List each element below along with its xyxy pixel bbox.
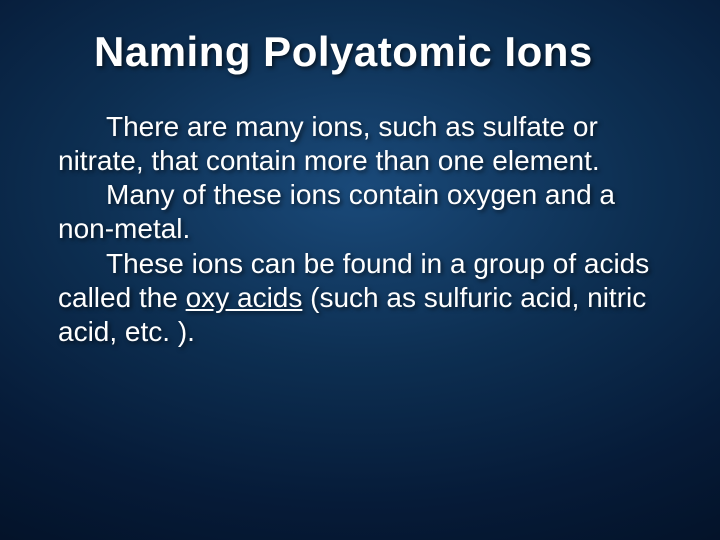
slide-title: Naming Polyatomic Ions <box>94 28 662 76</box>
paragraph-2-text: Many of these ions contain oxygen and a … <box>58 179 615 244</box>
paragraph-1-text: There are many ions, such as sulfate or … <box>58 111 600 176</box>
paragraph-3-underlined: oxy acids <box>186 282 303 313</box>
paragraph-1: There are many ions, such as sulfate or … <box>58 110 662 178</box>
paragraph-2: Many of these ions contain oxygen and a … <box>58 178 662 246</box>
paragraph-3: These ions can be found in a group of ac… <box>58 247 662 349</box>
slide: Naming Polyatomic Ions There are many io… <box>0 0 720 540</box>
slide-body: There are many ions, such as sulfate or … <box>58 110 662 349</box>
